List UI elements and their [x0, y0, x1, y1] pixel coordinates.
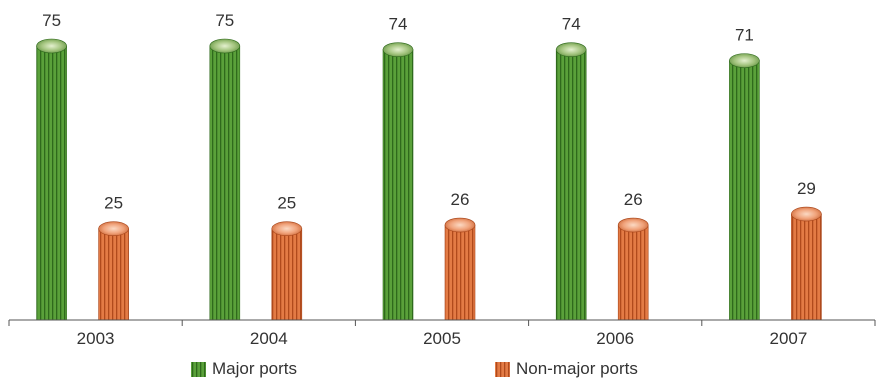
data-label-major-2004: 75: [215, 11, 234, 30]
bar-body: [98, 228, 129, 321]
bar-body: [729, 60, 760, 321]
bar-body: [382, 49, 414, 321]
data-label-non-major-2005: 26: [451, 190, 470, 209]
bars-layer: [36, 38, 822, 321]
bar-non-major-ports-2003: [98, 221, 129, 321]
bar-cap: [271, 221, 303, 236]
legend-label: Non-major ports: [516, 359, 638, 378]
bar-major-ports-2005: [382, 42, 414, 321]
x-tick-label-2006: 2006: [596, 329, 634, 348]
bar-cap: [382, 42, 414, 57]
bar-cap: [444, 217, 476, 233]
data-label-non-major-2007: 29: [797, 179, 816, 198]
x-tick-label-2003: 2003: [77, 329, 115, 348]
bar-cap: [729, 53, 760, 68]
bar-major-ports-2003: [36, 38, 67, 321]
bar-cap: [791, 206, 822, 222]
data-label-major-2003: 75: [42, 11, 61, 30]
bar-cap: [555, 42, 587, 57]
bar-non-major-ports-2004: [271, 221, 303, 321]
bar-body: [617, 224, 649, 321]
bar-non-major-ports-2005: [444, 217, 476, 321]
legend-swatch: [495, 362, 510, 377]
data-labels-layer: 75 25 75 25 74 26 74 26 71 29: [42, 11, 816, 213]
bar-major-ports-2007: [729, 53, 760, 321]
x-axis: 2003 2004 2005 2006 2007: [8, 319, 876, 348]
bar-non-major-ports-2006: [617, 217, 649, 321]
bar-major-ports-2006: [555, 42, 587, 321]
data-label-non-major-2006: 26: [624, 190, 643, 209]
legend-item-non-major-ports: Non-major ports: [495, 359, 638, 378]
data-label-major-2007: 71: [735, 26, 754, 45]
data-label-non-major-2004: 25: [277, 194, 296, 213]
data-label-major-2006: 74: [562, 15, 581, 34]
legend: Major ports Non-major ports: [191, 359, 638, 378]
x-tick-label-2007: 2007: [769, 329, 807, 348]
x-tick-label-2005: 2005: [423, 329, 461, 348]
bar-cap: [36, 38, 67, 54]
bar-non-major-ports-2007: [791, 206, 822, 321]
bar-cap: [98, 221, 129, 236]
bar-major-ports-2004: [209, 38, 241, 321]
bar-body: [209, 45, 241, 321]
bar-body: [36, 45, 67, 321]
bar-body: [555, 49, 587, 321]
legend-swatch: [191, 362, 206, 377]
bar-body: [444, 224, 476, 321]
legend-item-major-ports: Major ports: [191, 359, 297, 378]
bar-body: [271, 228, 303, 321]
data-label-non-major-2003: 25: [104, 194, 123, 213]
x-tick-label-2004: 2004: [250, 329, 288, 348]
data-label-major-2005: 74: [389, 15, 408, 34]
bar-body: [791, 213, 822, 321]
bar-cap: [617, 217, 649, 233]
legend-label: Major ports: [212, 359, 297, 378]
bar-cap: [209, 38, 241, 54]
